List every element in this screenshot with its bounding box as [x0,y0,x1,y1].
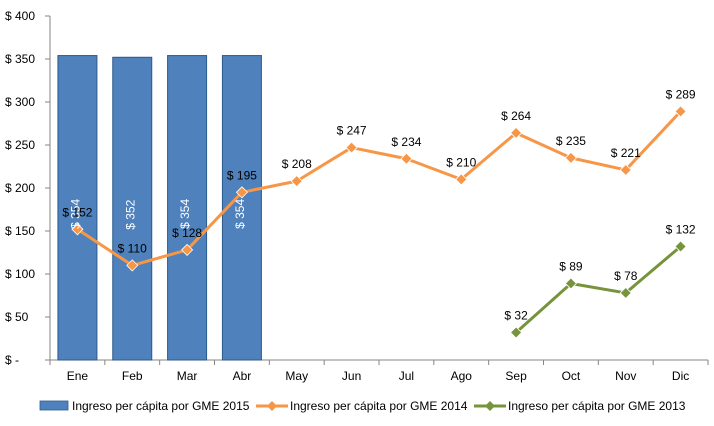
line-series [71,105,687,339]
bar [112,56,153,361]
point-marker [126,259,139,272]
point-data-label: $ 208 [282,157,312,171]
legend-swatch-bar [39,400,69,411]
bar [167,55,208,361]
point-marker [455,173,468,186]
point-data-label: $ 234 [391,135,421,149]
legend-swatch-marker [267,401,277,411]
y-tick-label: $ 150 [5,224,35,238]
x-tick-label: Sep [505,369,527,383]
point-marker [510,126,523,140]
point-data-label: $ 195 [227,168,257,182]
x-tick-label: Jun [342,369,361,383]
point-data-label: $ 89 [559,259,583,273]
axes: $ - $ 50 $ 100 $ 150 $ 200 $ 250 $ 300 $ 350 $ 4… [5,9,709,383]
y-tick-label: $ 250 [5,138,35,152]
y-tick-label: $ 400 [5,9,35,23]
point-marker [235,186,248,199]
point-marker [181,243,194,256]
point-marker [674,240,687,253]
point-data-label: $ 289 [666,87,696,101]
point-marker [564,151,577,164]
bar-data-label: $ 354 [178,199,192,229]
point-data-label: $ 32 [504,308,528,322]
point-data-label: $ 221 [611,146,641,160]
y-tick-label: $ 100 [5,267,35,281]
x-tick-label: May [285,369,308,383]
point-marker [290,175,303,188]
legend-label: Ingreso per cápita por GME 2013 [508,399,686,413]
x-tick-label: Mar [177,369,198,383]
bar-data-label: $ 354 [233,199,247,229]
legend-label: Ingreso per cápita por GME 2015 [72,399,250,413]
y-tick-label: $ 200 [5,181,35,195]
bar-series-2015 [57,55,262,361]
x-tick-label: Abr [233,369,252,383]
y-tick-label: $ 300 [5,95,35,109]
legend-label: Ingreso per cápita por GME 2014 [290,399,468,413]
point-marker [564,277,577,290]
point-data-label: $ 210 [446,155,476,169]
bar [57,55,98,361]
point-data-label: $ 110 [118,241,147,255]
x-tick-label: Dic [672,369,689,383]
point-marker [619,163,632,177]
y-tick-label: $ - [5,353,19,367]
point-marker [345,141,358,154]
y-tick-label: $ 350 [5,52,35,66]
point-data-label: $ 264 [501,109,531,123]
bar-data-label: $ 354 [69,199,83,229]
point-data-label: $ 152 [62,205,92,219]
point-data-label: $ 132 [666,222,696,236]
x-tick-label: Ago [451,369,473,383]
x-tick-label: Jul [399,369,414,383]
point-data-label: $ 78 [614,269,638,283]
point-data-label: $ 235 [556,134,586,148]
series-line [515,245,682,334]
point-data-label: $ 128 [172,226,202,240]
series-line [76,110,682,267]
bar-data-label: $ 352 [123,199,137,229]
x-tick-label: Nov [615,369,636,383]
x-tick-label: Ene [67,369,89,383]
point-marker [510,326,523,339]
x-tick-label: Oct [562,369,581,383]
legend: Ingreso per cápita por GME 2015 Ingreso p… [39,399,686,413]
point-data-label: $ 247 [337,124,367,138]
x-tick-label: Feb [122,369,143,383]
data-labels: $ 354 $ 352 $ 354 $ 354$ 152$ 110$ 128$ 195… [62,87,696,322]
point-marker [400,152,413,165]
legend-swatch-marker [485,401,495,411]
y-tick-label: $ 50 [5,310,29,324]
point-marker [674,105,687,118]
point-marker [619,286,632,299]
point-marker [71,223,84,236]
